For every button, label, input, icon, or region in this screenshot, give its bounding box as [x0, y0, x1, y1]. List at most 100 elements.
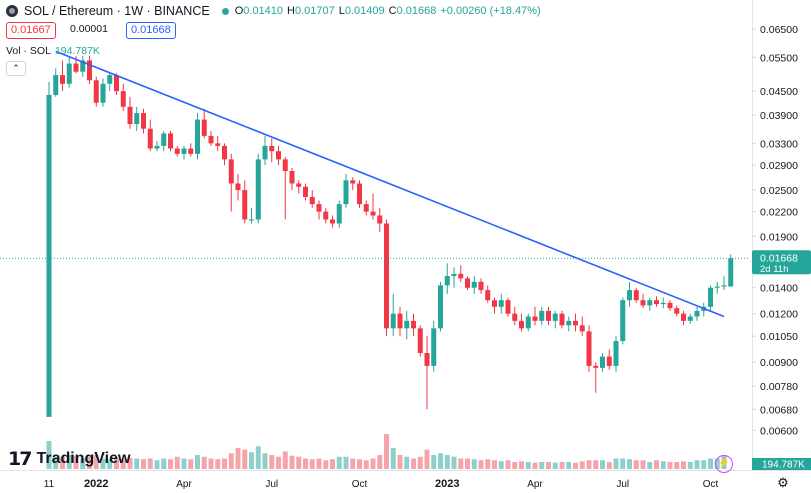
volume-bar: [465, 458, 470, 469]
volume-bar: [397, 455, 403, 469]
candle-body: [46, 94, 52, 417]
volume-bar: [296, 456, 302, 469]
candle-body: [613, 341, 619, 366]
candle-body: [485, 290, 491, 301]
sell-price-button[interactable]: 0.01667: [6, 22, 56, 39]
volume-bar: [174, 456, 180, 469]
volume-bar: [600, 460, 605, 469]
volume-bar: [667, 462, 673, 469]
candle-body: [586, 331, 592, 366]
candle-body: [357, 183, 362, 205]
candle-body: [93, 80, 99, 103]
volume-bar: [451, 456, 457, 469]
ohlc-low: L0.01409: [338, 5, 385, 17]
volume-bar: [620, 458, 626, 469]
price-tick-label: 0.04500: [760, 86, 798, 98]
tradingview-mark-icon: 17: [8, 448, 32, 470]
candle-body: [363, 204, 369, 212]
candle-body: [384, 223, 389, 329]
volume-bar: [438, 453, 443, 469]
ohlc-close: C0.01668: [388, 5, 437, 17]
candle-body: [215, 143, 221, 146]
lightning-icon[interactable]: ⚡: [715, 455, 733, 473]
volume-bar: [215, 459, 221, 469]
volume-bar: [228, 453, 234, 469]
volume-bar: [633, 460, 639, 469]
price-tick-label: 0.01400: [760, 283, 798, 295]
volume-bar: [262, 453, 268, 469]
candle-body: [458, 273, 464, 279]
time-tick-label: 2022: [84, 478, 108, 490]
candle-body: [708, 287, 713, 307]
candle-body: [60, 75, 65, 84]
candle-body: [309, 196, 315, 205]
volume-bar: [222, 458, 227, 469]
price-tick-label: 0.05500: [760, 52, 798, 64]
candle-body: [667, 302, 673, 309]
tradingview-logo[interactable]: 17 TradingView: [8, 448, 130, 470]
volume-bar: [512, 462, 518, 469]
volume-bar: [66, 455, 72, 469]
gear-icon[interactable]: ⚙: [777, 475, 789, 490]
volume-bar: [357, 459, 362, 469]
volume-bar: [444, 455, 450, 469]
candle-body: [168, 133, 173, 149]
volume-bar: [60, 456, 65, 469]
candle-body: [120, 91, 126, 107]
volume-bar: [377, 455, 383, 469]
candle-body: [593, 365, 599, 368]
time-tick-label: Apr: [176, 479, 192, 490]
volume-label: Vol · SOL: [6, 45, 51, 57]
price-tick-label: 0.03300: [760, 138, 798, 150]
volume-bar: [694, 460, 700, 469]
candle-body: [600, 356, 605, 368]
volume-bar: [593, 460, 599, 469]
volume-bar: [127, 457, 133, 469]
volume-bar: [107, 459, 113, 469]
volume-bar: [235, 448, 241, 469]
collapse-legend-button[interactable]: ⌃: [6, 61, 26, 76]
candle-body: [100, 83, 106, 103]
volume-bar: [188, 459, 194, 469]
volume-legend[interactable]: Vol · SOL 194.787K: [6, 45, 100, 57]
candle-body: [694, 310, 700, 317]
buy-price-button[interactable]: 0.01668: [126, 22, 176, 39]
volume-bar: [303, 458, 308, 469]
candle-body: [687, 316, 693, 321]
volume-bar: [363, 460, 369, 469]
time-tick-label: Jul: [616, 479, 629, 490]
time-tick-label: Oct: [352, 479, 368, 490]
market-status-dot-icon: [221, 7, 229, 15]
candle-body: [552, 313, 558, 321]
last-price-label: 0.01668: [760, 253, 798, 265]
volume-bar: [559, 462, 565, 469]
candle-body: [633, 290, 639, 301]
volume-bar: [242, 449, 248, 469]
symbol-logo-icon: [6, 5, 18, 17]
price-axis-background: [752, 0, 811, 493]
candle-body: [438, 285, 443, 329]
candle-body: [546, 310, 551, 321]
candle-body: [222, 145, 227, 160]
price-tick-label: 0.00780: [760, 381, 798, 393]
candle-body: [492, 300, 497, 307]
volume-bar: [404, 456, 410, 469]
price-tick-label: 0.03900: [760, 110, 798, 122]
spread-value: 0.00001: [70, 23, 108, 35]
symbol-title[interactable]: SOL / Ethereum · 1W · BINANCE: [24, 4, 210, 18]
candle-body: [512, 313, 518, 321]
symbol-header[interactable]: SOL / Ethereum · 1W · BINANCE O0.01410 H…: [6, 3, 541, 19]
price-tick-label: 0.00600: [760, 425, 798, 437]
candle-body: [87, 60, 92, 81]
volume-bar: [519, 461, 524, 469]
candle-body: [141, 113, 146, 129]
volume-bar: [114, 458, 119, 469]
price-tick-label: 0.02200: [760, 207, 798, 219]
candle-body: [289, 171, 295, 184]
candle-body: [107, 75, 113, 84]
candle-body: [647, 300, 653, 306]
ohlc-high: H0.01707: [287, 5, 335, 17]
volume-bar: [336, 456, 342, 469]
volume-bar: [525, 462, 531, 469]
